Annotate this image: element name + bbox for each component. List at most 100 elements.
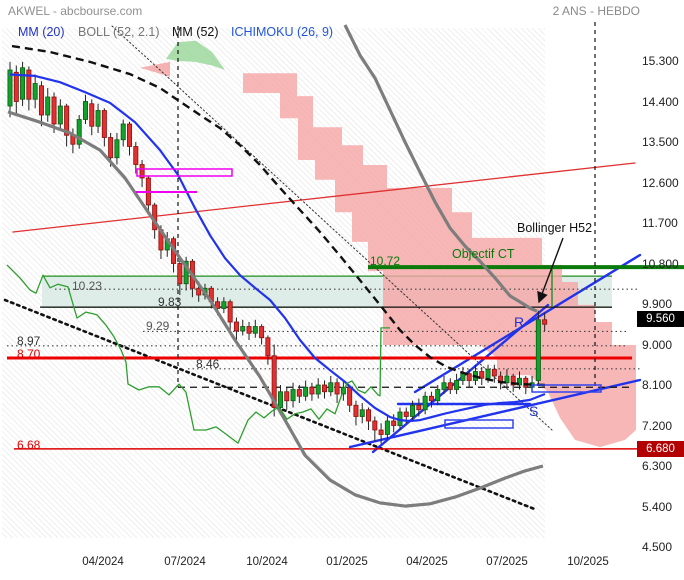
candle-body — [259, 326, 265, 339]
legend-item-2[interactable]: MM (52) — [172, 25, 219, 39]
legend-item-1[interactable]: BOLL (52, 2.1) — [78, 25, 160, 39]
candle-body — [139, 164, 145, 179]
annotation-8-70: 8.70 — [17, 347, 41, 361]
candle-body — [309, 386, 315, 395]
candle-body — [410, 404, 416, 417]
candle-body — [215, 301, 221, 309]
candle-body — [183, 260, 189, 285]
candle-body — [296, 389, 302, 397]
candle-body — [435, 389, 441, 402]
annotation-objectif-ct: Objectif CT — [452, 247, 515, 261]
candle-body — [246, 326, 252, 334]
bollinger-upper-band — [343, 24, 538, 313]
x-axis-label-10-2024: 10/2024 — [246, 556, 288, 568]
timeframe-label[interactable]: 2 ANS - HEBDO — [552, 4, 640, 18]
candle-body — [82, 101, 88, 120]
candle-body — [510, 375, 516, 386]
candle-body — [454, 380, 460, 390]
x-axis-label-04-2024: 04/2024 — [82, 556, 124, 568]
candle-body — [89, 103, 95, 127]
x-axis-label-07-2025: 07/2025 — [486, 556, 528, 568]
candle-body — [196, 287, 202, 296]
legend-item-0[interactable]: MM (20) — [18, 25, 65, 39]
y-axis-label-12.600: 12.600 — [642, 175, 679, 190]
ichimoku-cloud-green — [166, 40, 225, 70]
candle-body — [460, 373, 466, 381]
candle-body — [485, 368, 491, 379]
candle-body — [328, 382, 334, 393]
y-axis-label-7.200: 7.200 — [642, 418, 673, 433]
trendline-0 — [12, 162, 636, 233]
x-axis-label-04-2025: 04/2025 — [406, 556, 448, 568]
annotation-10-23: 10.23 — [72, 279, 103, 293]
candle-body — [114, 139, 120, 159]
candle-body — [45, 96, 51, 116]
candle-body — [177, 263, 183, 285]
candle-body — [76, 119, 82, 145]
candle-body — [523, 377, 529, 388]
y-axis-label-11.700: 11.700 — [642, 216, 678, 230]
candle-body — [120, 123, 126, 141]
candle-body — [32, 83, 38, 100]
candle-body — [284, 391, 290, 402]
candle-body — [221, 301, 227, 309]
candle-body — [57, 105, 63, 125]
annotation-9-83: 9.83 — [158, 295, 182, 309]
annotation-8-46: 8.46 — [196, 357, 220, 371]
y-axis-label-9.000: 9.000 — [642, 337, 673, 352]
candle-body — [542, 319, 548, 325]
mm20-line — [9, 73, 546, 423]
annotation-8-97: 8.97 — [17, 334, 41, 348]
candle-body — [491, 368, 497, 377]
candle-body — [466, 373, 472, 381]
candle-body — [227, 301, 233, 323]
annotation-s: S — [529, 403, 539, 419]
candle-body — [265, 337, 271, 357]
x-axis-label-10-2025: 10/2025 — [567, 556, 609, 568]
ichimoku-cloud-red-mini — [140, 61, 170, 77]
annotation-6-68: 6.68 — [17, 438, 41, 452]
candle-body — [101, 110, 107, 138]
candle-body — [516, 377, 522, 386]
candle-body — [334, 382, 340, 395]
chart-title: AKWEL - abcbourse.com — [8, 4, 143, 18]
candle-body — [13, 71, 19, 102]
candle-body — [366, 409, 372, 422]
y-axis-label-4.500: 4.500 — [642, 540, 673, 554]
candle-body — [504, 375, 510, 384]
candle-body — [315, 384, 321, 395]
candle-body — [422, 395, 428, 411]
y-axis-label-6.300: 6.300 — [642, 459, 673, 473]
candle-body — [372, 420, 378, 431]
x-axis-label-01-2025: 01/2025 — [326, 556, 368, 568]
drawn-box-1 — [531, 384, 602, 393]
candle-body — [290, 389, 296, 402]
candle-body — [353, 404, 359, 417]
y-axis-label-14.400: 14.400 — [642, 94, 679, 109]
bollinger-h52-arrow — [537, 237, 564, 304]
candle-body — [403, 411, 409, 417]
trendline-5 — [348, 378, 642, 449]
candle-body — [127, 123, 133, 147]
annotation-r: R — [514, 314, 525, 330]
legend-item-3[interactable]: ICHIMOKU (26, 9) — [231, 25, 334, 39]
candle-body — [441, 382, 447, 390]
candle-body — [447, 382, 453, 390]
candle-body — [26, 69, 32, 100]
candle-body — [51, 96, 57, 125]
price-badge-9.560: 9.560 — [637, 311, 684, 328]
y-axis-label-9.900: 9.900 — [642, 297, 673, 311]
candle-body — [108, 137, 114, 159]
annotation-10-72: 10.72 — [370, 254, 401, 268]
candle-body — [416, 404, 422, 411]
candle-body — [378, 429, 384, 435]
candle-body — [252, 326, 258, 334]
bollinger-lower-band — [7, 110, 544, 508]
candle-body — [95, 110, 101, 127]
y-axis-label-5.400: 5.400 — [642, 499, 673, 514]
candle-body — [391, 420, 397, 426]
candle-body — [240, 326, 246, 332]
mm52-line — [11, 44, 546, 387]
